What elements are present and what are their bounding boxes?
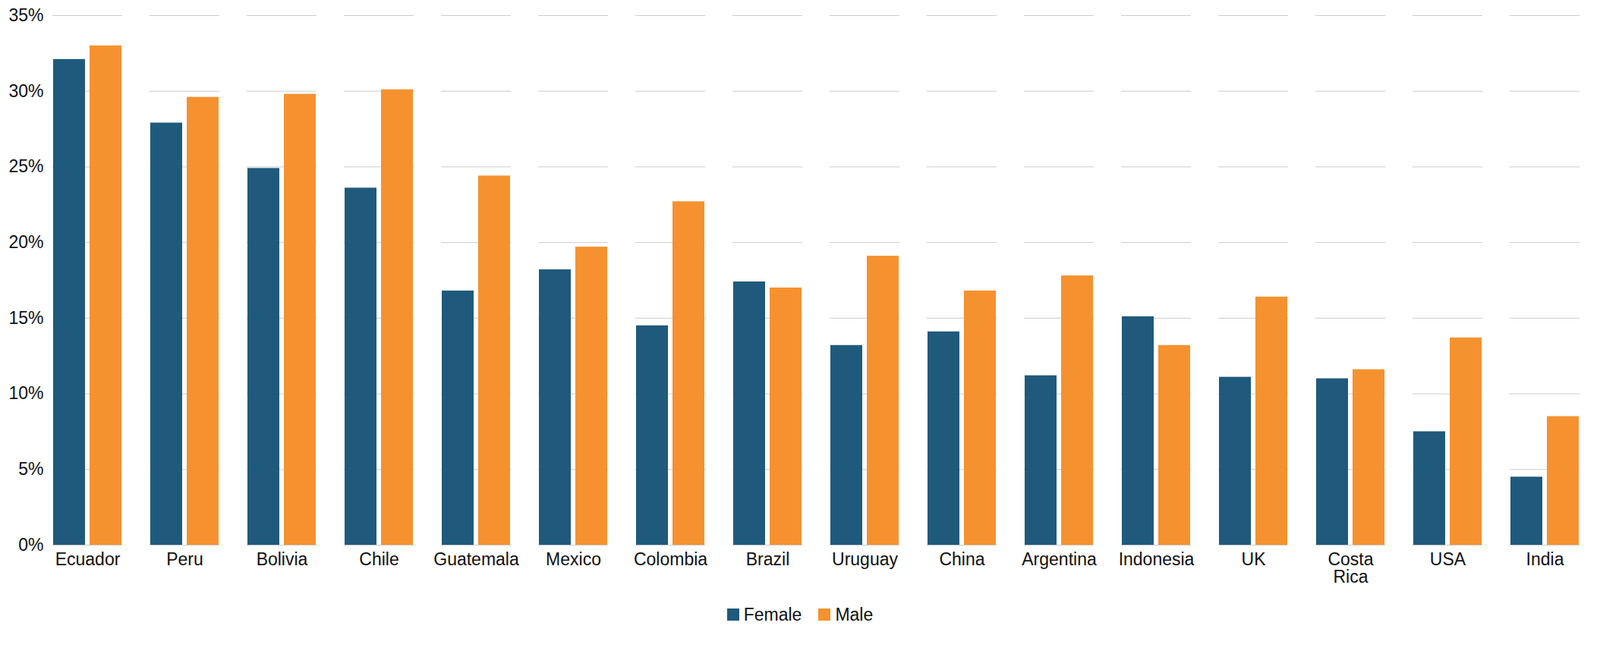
svg-text:UK: UK [1241,549,1267,570]
svg-text:Ecuador: Ecuador [55,549,121,570]
svg-text:Peru: Peru [166,549,204,570]
svg-text:Uruguay: Uruguay [831,549,898,570]
svg-text:0%: 0% [18,535,44,555]
svg-text:Brazil: Brazil [746,549,791,570]
svg-text:Chile: Chile [359,549,399,570]
svg-text:25%: 25% [8,156,44,177]
svg-text:20%: 20% [8,232,44,252]
svg-text:Mexico: Mexico [545,549,602,570]
svg-text:15%: 15% [8,308,44,328]
svg-text:USA: USA [1429,549,1467,570]
svg-text:Indonesia: Indonesia [1118,549,1195,570]
svg-text:Argentina: Argentina [1021,549,1097,570]
svg-text:CostaRica: CostaRica [1327,549,1374,587]
svg-text:China: China [938,549,985,570]
svg-text:10%: 10% [8,383,44,404]
html-text:Male: Male [835,604,874,625]
svg-text:Colombia: Colombia [633,549,708,570]
svg-text:35%: 35% [8,5,44,26]
html-text:Female: Female [743,604,802,625]
svg-text:5%: 5% [18,459,44,479]
svg-text:30%: 30% [8,81,44,101]
svg-text:India: India [1526,549,1565,570]
svg-text:Bolivia: Bolivia [256,549,309,570]
svg-text:Guatemala: Guatemala [433,549,520,570]
